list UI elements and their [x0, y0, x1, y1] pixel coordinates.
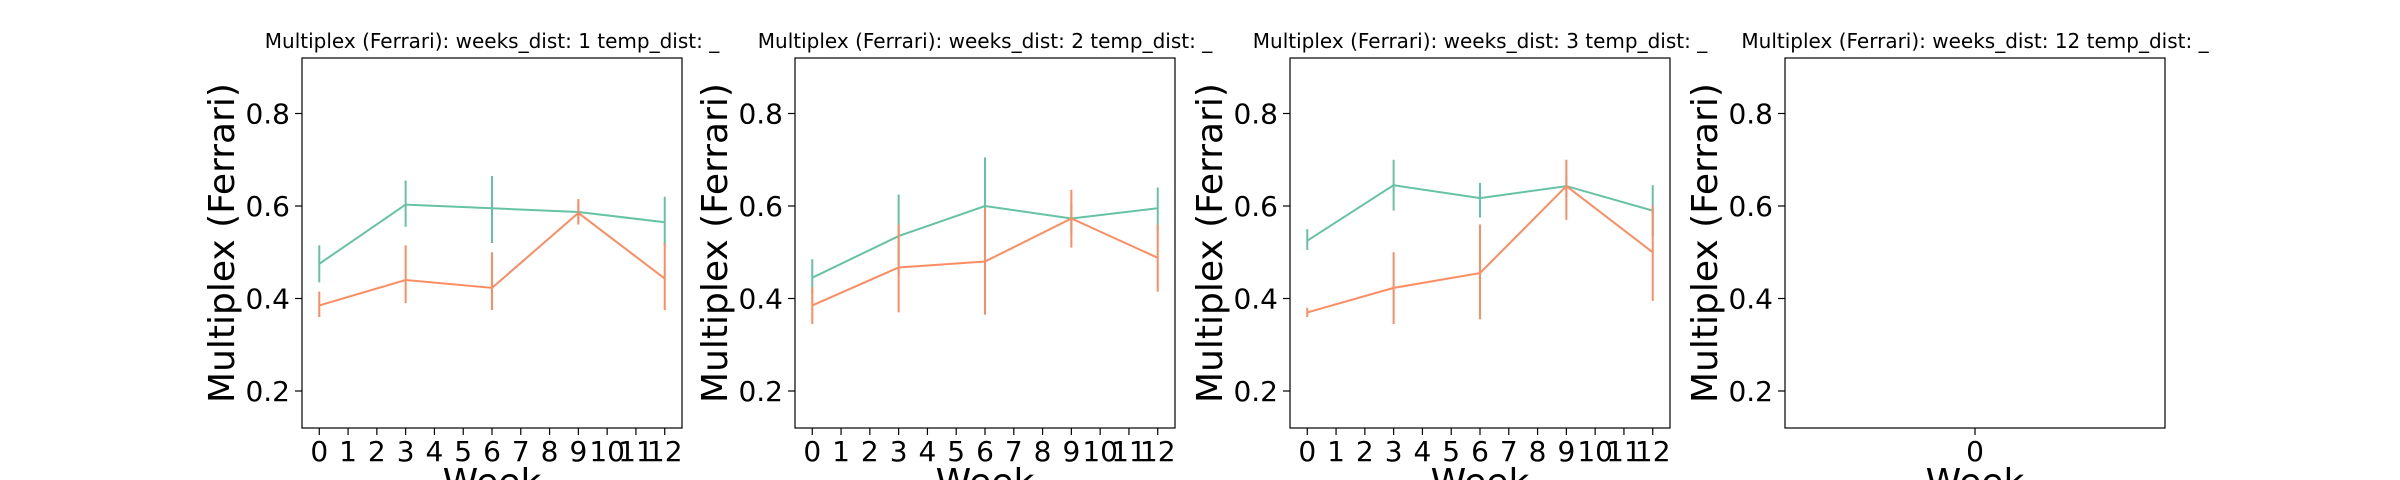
x-tick-label: 6	[976, 435, 994, 468]
x-tick-label: 11	[1111, 435, 1147, 468]
series-line	[1307, 184, 1654, 314]
x-tick-label: 12	[647, 435, 683, 468]
x-tick-label: 4	[426, 435, 444, 468]
series-line	[811, 204, 1158, 279]
y-tick-label: 0.6	[1233, 190, 1278, 223]
series-line	[319, 211, 666, 307]
series-2	[318, 199, 666, 317]
x-tick-label: 8	[541, 435, 559, 468]
panel-title: Multiplex (Ferrari): weeks_dist: 2 temp_…	[758, 29, 1213, 53]
x-tick-label: 6	[483, 435, 501, 468]
x-tick-label: 3	[890, 435, 908, 468]
x-tick-label: 12	[1140, 435, 1176, 468]
x-axis-label: Week	[443, 462, 542, 480]
x-tick-label: 10	[589, 435, 625, 468]
y-tick-label: 0.8	[245, 98, 290, 131]
x-tick-label: 4	[1414, 435, 1432, 468]
x-tick-label: 1	[339, 435, 357, 468]
y-tick-label: 0.4	[1233, 283, 1278, 316]
plot-area-frame	[1289, 57, 1671, 429]
x-tick-label: 7	[1005, 435, 1023, 468]
x-tick-label: 2	[1356, 435, 1374, 468]
series-line	[318, 203, 665, 265]
x-tick-label: 6	[1471, 435, 1489, 468]
y-tick-label: 0.8	[1233, 98, 1278, 131]
chart-panel-4: Multiplex (Ferrari): weeks_dist: 12 temp…	[1685, 29, 2210, 480]
y-axis-label: Multiplex (Ferrari)	[695, 83, 736, 403]
x-tick-label: 12	[1635, 435, 1671, 468]
y-tick-label: 0.2	[245, 375, 290, 408]
panel-title: Multiplex (Ferrari): weeks_dist: 3 temp_…	[1253, 29, 1708, 53]
x-tick-label: 2	[368, 435, 386, 468]
x-tick-label: 10	[1082, 435, 1118, 468]
y-tick-label: 0.8	[738, 98, 783, 131]
x-axis-label: Week	[1926, 462, 2025, 480]
chart-panel-2: Multiplex (Ferrari): weeks_dist: 2 temp_…	[695, 29, 1213, 480]
series-1	[318, 175, 666, 283]
y-tick-label: 0.8	[1728, 98, 1773, 131]
x-tick-label: 3	[397, 435, 415, 468]
x-tick-label: 10	[1577, 435, 1613, 468]
plot-area-frame	[1784, 57, 2166, 429]
x-tick-label: 11	[618, 435, 654, 468]
y-tick-label: 0.6	[245, 190, 290, 223]
x-tick-label: 1	[832, 435, 850, 468]
x-tick-label: 0	[1298, 435, 1316, 468]
x-tick-label: 8	[1529, 435, 1547, 468]
x-tick-label: 0	[1966, 435, 1984, 468]
x-tick-label: 3	[1385, 435, 1403, 468]
x-axis-label: Week	[936, 462, 1035, 480]
series-line	[1306, 184, 1653, 242]
y-tick-label: 0.4	[738, 283, 783, 316]
x-tick-label: 7	[512, 435, 530, 468]
x-tick-label: 9	[569, 435, 587, 468]
x-tick-label: 5	[947, 435, 965, 468]
series-line	[811, 217, 1159, 307]
y-tick-label: 0.2	[1233, 375, 1278, 408]
y-tick-label: 0.2	[738, 375, 783, 408]
series-2	[811, 189, 1159, 324]
y-axis-label: Multiplex (Ferrari)	[1190, 83, 1231, 403]
x-tick-label: 5	[1442, 435, 1460, 468]
x-tick-label: 0	[803, 435, 821, 468]
x-tick-label: 2	[861, 435, 879, 468]
chart-panel-1: Multiplex (Ferrari): weeks_dist: 1 temp_…	[202, 29, 720, 480]
y-tick-label: 0.4	[1728, 283, 1773, 316]
chart-panel-3: Multiplex (Ferrari): weeks_dist: 3 temp_…	[1190, 29, 1708, 480]
x-tick-label: 11	[1606, 435, 1642, 468]
x-tick-label: 9	[1557, 435, 1575, 468]
y-tick-label: 0.6	[738, 190, 783, 223]
x-tick-label: 1	[1327, 435, 1345, 468]
x-tick-label: 7	[1500, 435, 1518, 468]
y-axis-label: Multiplex (Ferrari)	[1685, 83, 1726, 403]
y-tick-label: 0.4	[245, 283, 290, 316]
plot-area-frame	[301, 57, 683, 429]
x-tick-label: 0	[310, 435, 328, 468]
panel-title: Multiplex (Ferrari): weeks_dist: 12 temp…	[1741, 29, 2209, 53]
y-tick-label: 0.2	[1728, 375, 1773, 408]
y-tick-label: 0.6	[1728, 190, 1773, 223]
x-tick-label: 9	[1062, 435, 1080, 468]
x-tick-label: 5	[454, 435, 472, 468]
x-tick-label: 8	[1034, 435, 1052, 468]
panel-title: Multiplex (Ferrari): weeks_dist: 1 temp_…	[265, 29, 720, 53]
x-axis-label: Week	[1431, 462, 1530, 480]
plot-area-frame	[794, 57, 1176, 429]
x-tick-label: 4	[919, 435, 937, 468]
y-axis-label: Multiplex (Ferrari)	[202, 83, 243, 403]
series-2	[1306, 159, 1654, 324]
